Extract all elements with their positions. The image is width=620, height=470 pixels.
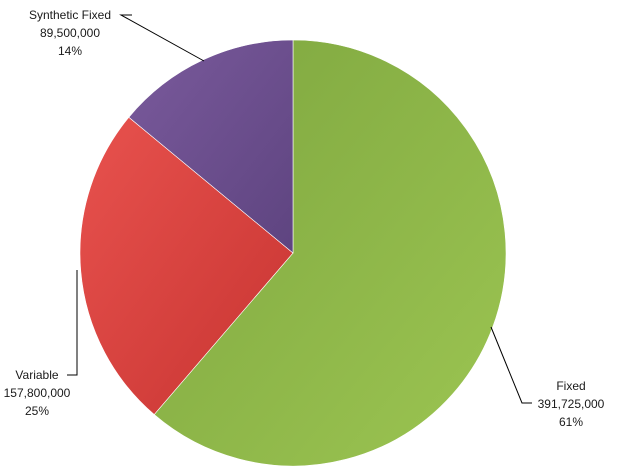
label-name-variable: Variable bbox=[15, 368, 58, 382]
leader-line-variable bbox=[67, 270, 78, 376]
leader-line-synthetic-fixed bbox=[119, 14, 205, 62]
leader-lines bbox=[67, 14, 532, 404]
label-value-synthetic-fixed: 89,500,000 bbox=[40, 26, 100, 40]
data-label-variable: Variable 157,800,000 25% bbox=[4, 368, 71, 418]
pie-slice-variable bbox=[79, 116, 294, 415]
pie-slices bbox=[79, 39, 507, 467]
label-value-variable: 157,800,000 bbox=[4, 386, 71, 400]
label-value-fixed: 391,725,000 bbox=[538, 397, 605, 411]
label-name-fixed: Fixed bbox=[556, 379, 585, 393]
label-percent-synthetic-fixed: 14% bbox=[58, 44, 82, 58]
data-label-fixed: Fixed 391,725,000 61% bbox=[538, 379, 605, 429]
data-label-synthetic-fixed: Synthetic Fixed 89,500,000 14% bbox=[29, 8, 111, 58]
label-percent-fixed: 61% bbox=[559, 415, 583, 429]
label-name-synthetic-fixed: Synthetic Fixed bbox=[29, 8, 111, 22]
label-percent-variable: 25% bbox=[25, 404, 49, 418]
pie-slice-fixed bbox=[153, 39, 507, 467]
leader-line-fixed bbox=[490, 326, 532, 404]
